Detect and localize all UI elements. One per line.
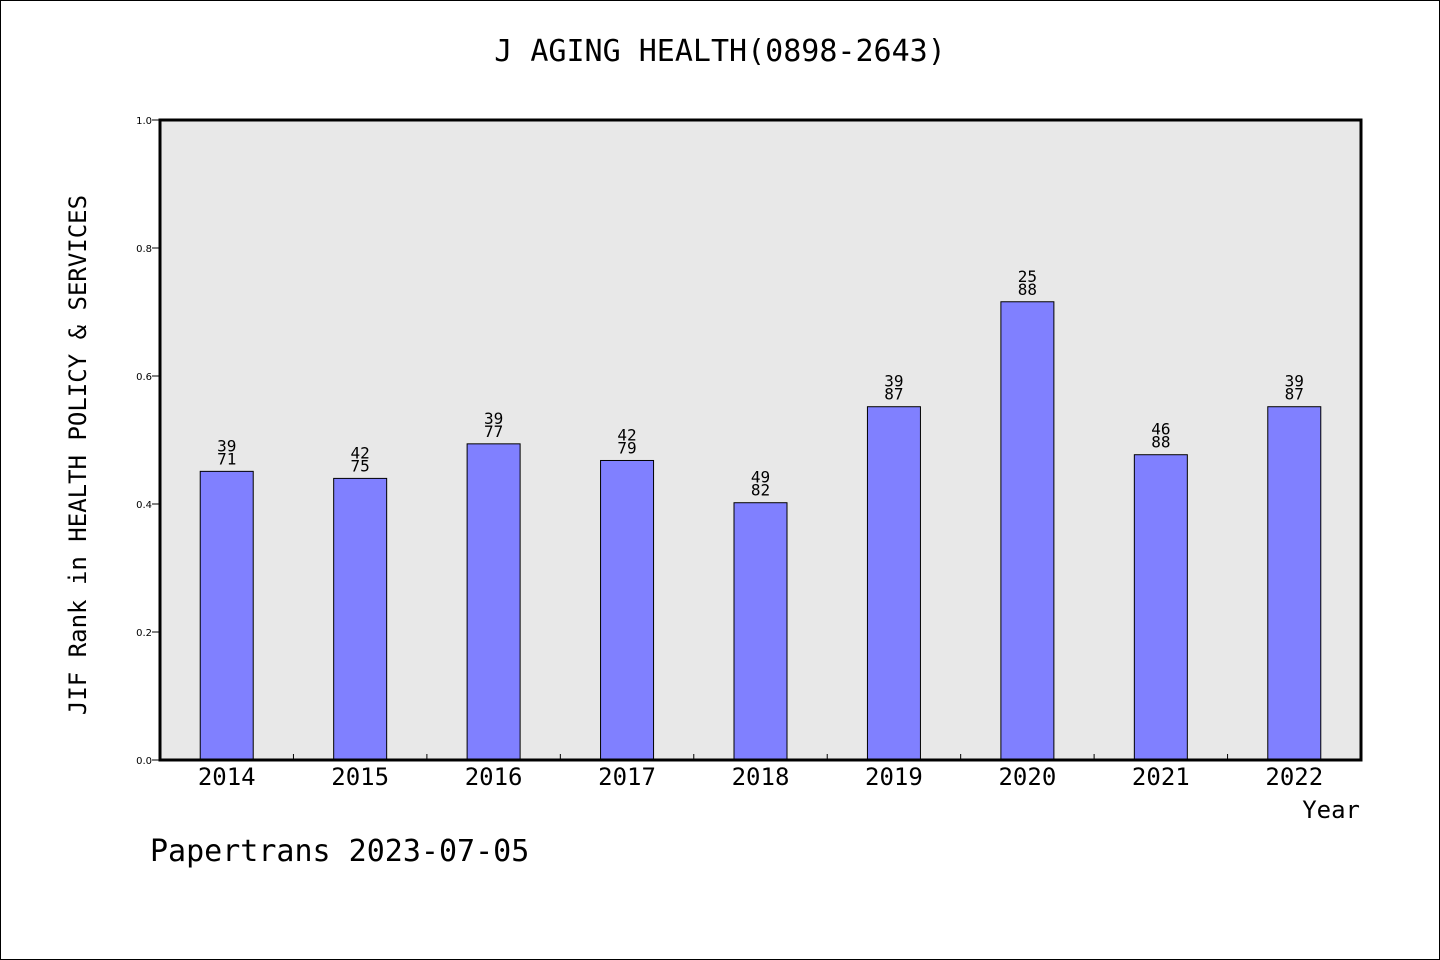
bar-label-rank: 39	[1285, 372, 1304, 391]
y-tick-label: 0.6	[136, 372, 152, 383]
x-tick-label: 2014	[198, 763, 256, 791]
bar-label-rank: 39	[217, 436, 236, 455]
bar-label-total: 87	[884, 385, 903, 404]
bar	[466, 443, 521, 761]
bar-label-total: 79	[617, 438, 636, 457]
bar-label-total: 88	[1151, 433, 1170, 452]
bar-label-total: 82	[751, 481, 770, 500]
x-tick-label: 2016	[465, 763, 523, 791]
footer-text: Papertrans 2023-07-05	[150, 834, 530, 869]
y-tick-label: 0.4	[136, 500, 152, 511]
bar	[1000, 301, 1055, 761]
x-tick-label: 2018	[732, 763, 790, 791]
bar	[866, 406, 921, 761]
bar-label-rank: 42	[351, 443, 370, 462]
bar-label-rank: 42	[617, 425, 636, 444]
y-tick-label: 1.0	[136, 116, 152, 127]
bar-label-rank: 39	[484, 409, 503, 428]
bar	[199, 470, 254, 761]
bar	[600, 459, 655, 761]
bar-label-total: 87	[1285, 385, 1304, 404]
x-tick-label: 2015	[331, 763, 389, 791]
y-tick-label: 0.2	[136, 628, 152, 639]
bar-label-rank: 46	[1151, 420, 1170, 439]
bar	[733, 502, 788, 761]
y-tick-label: 0.0	[136, 756, 152, 767]
bar-label-rank: 25	[1018, 267, 1037, 286]
bar	[1267, 406, 1322, 761]
plot-border	[158, 118, 1363, 762]
bar-label-total: 75	[351, 456, 370, 475]
bar	[1133, 454, 1188, 761]
x-axis-label: Year	[1302, 796, 1360, 824]
bar-label-total: 77	[484, 422, 503, 441]
x-tick-label: 2019	[865, 763, 923, 791]
x-tick-label: 2017	[598, 763, 656, 791]
bar-label-rank: 39	[884, 372, 903, 391]
chart-title: J AGING HEALTH(0898-2643)	[494, 34, 946, 69]
bar	[333, 477, 388, 761]
x-tick-label: 2020	[998, 763, 1056, 791]
y-tick-label: 0.8	[136, 244, 152, 255]
bar-label-total: 88	[1018, 280, 1037, 299]
bar-label-total: 71	[217, 449, 236, 468]
bar-label-rank: 49	[751, 468, 770, 487]
x-tick-label: 2022	[1265, 763, 1323, 791]
x-tick-label: 2021	[1132, 763, 1190, 791]
